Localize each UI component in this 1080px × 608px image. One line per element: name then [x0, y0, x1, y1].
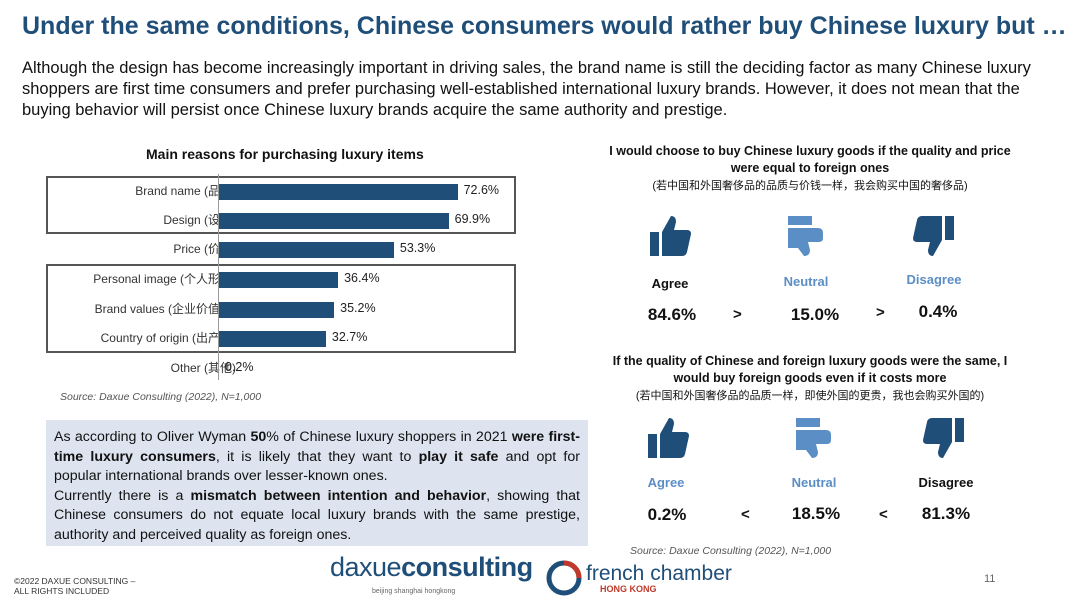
- note-text: , showing that Chinese consumers do not …: [54, 487, 580, 543]
- note-text: , it is likely that they want to: [215, 448, 419, 465]
- q2-disagree-label: Disagree: [918, 475, 974, 490]
- q1-disagree-label: Disagree: [906, 272, 962, 287]
- q1-subtitle: (若中国和外国奢侈品的品质与价钱一样，我会购买中国的奢侈品): [652, 180, 968, 192]
- q2-disagree-value: 81.3%: [921, 504, 971, 523]
- note-text: Currently there is a: [54, 487, 191, 504]
- intro-text: Although the design has become increasin…: [22, 59, 1031, 119]
- bar: [218, 331, 326, 347]
- chart-axis: [218, 174, 219, 380]
- q2-neutral-value: 18.5%: [791, 504, 841, 523]
- bar: [218, 213, 449, 229]
- q2-compare-1: <: [741, 506, 750, 523]
- bar-row: Other (其他) 0.2%: [30, 353, 550, 383]
- group-box-brand-design: [46, 176, 516, 234]
- thumbs-sideways-icon: [788, 216, 823, 256]
- q1-neutral-value: 15.0%: [790, 305, 840, 324]
- note-bold: play it safe: [418, 448, 499, 465]
- bar-label: Brand name (品牌): [135, 184, 236, 198]
- bar-value-label: 0.2%: [225, 360, 254, 374]
- page-number: 11: [984, 573, 996, 585]
- bar-value-label: 72.6%: [463, 183, 500, 197]
- thumbs-up-icon: [650, 216, 691, 256]
- chart-source: Source: Daxue Consulting (2022), N=1,000: [60, 391, 262, 403]
- bar-row: Brand values (企业价值观) 35.2%: [30, 294, 550, 324]
- q2-title: If the quality of Chinese and foreign lu…: [612, 354, 1008, 385]
- bar-value-label: 53.3%: [399, 241, 436, 255]
- q2-agree-value: 0.2%: [647, 505, 687, 524]
- bar-label: Personal image (个人形象): [93, 272, 236, 286]
- bar-row: Brand name (品牌) 72.6%: [30, 176, 550, 206]
- note-text: % of Chinese luxury shoppers in 2021: [266, 429, 512, 445]
- note-box: As according to Oliver Wyman 50% of Chin…: [46, 420, 588, 546]
- q-source: Source: Daxue Consulting (2022), N=1,000: [630, 545, 832, 557]
- q2-agree-label: Agree: [647, 475, 685, 490]
- french-chamber-logo: french chamber: [586, 562, 732, 585]
- bar-value-label: 69.9%: [454, 212, 491, 226]
- bar-label: Brand values (企业价值观): [94, 302, 236, 316]
- bar-label: Other (其他): [170, 361, 236, 375]
- bar-label: Country of origin (出产国): [100, 331, 236, 345]
- chart-title: Main reasons for purchasing luxury items: [146, 146, 424, 162]
- thumbs-sideways-icon: [796, 418, 831, 458]
- bar-value-label: 32.7%: [331, 330, 368, 344]
- q2-compare-2: <: [879, 506, 888, 523]
- q1-compare-2: >: [876, 304, 885, 321]
- note-bold: were first-time luxury consumers: [54, 429, 580, 465]
- copyright-line-1: ©2022 DAXUE CONSULTING –: [14, 576, 136, 586]
- thumbs-down-icon: [923, 418, 964, 458]
- q1-neutral-label: Neutral: [783, 274, 829, 289]
- bar-chart: Brand name (品牌) 72.6% Design (设计) 69.9% Pric…: [30, 170, 550, 390]
- bar-row: Personal image (个人形象) 36.4%: [30, 264, 550, 294]
- bar-row: Price (价钱) 53.3%: [30, 234, 550, 264]
- bar: [218, 242, 394, 258]
- daxue-logo-part1: daxue: [330, 552, 402, 582]
- thumbs-down-icon: [913, 216, 954, 256]
- q1-agree-label: Agree: [651, 276, 689, 291]
- daxue-logo-tagline: beijing shanghai hongkong: [372, 588, 456, 595]
- bar: [218, 184, 458, 200]
- slide-title: Under the same conditions, Chinese consu…: [22, 12, 1067, 40]
- copyright-line-2: ALL RIGHTS INCLUDED: [14, 586, 110, 596]
- note-bold: 50: [250, 429, 267, 445]
- bar-row: Country of origin (出产国) 32.7%: [30, 323, 550, 353]
- note-text: As according to Oliver Wyman: [54, 429, 251, 445]
- daxue-logo: daxueconsulting: [330, 552, 533, 583]
- q1-disagree-value: 0.4%: [918, 302, 958, 321]
- q1-compare-1: >: [733, 306, 742, 323]
- bar: [218, 302, 335, 318]
- french-chamber-logo-sub: HONG KONG: [600, 584, 657, 594]
- french-chamber-logo-icon: [546, 560, 582, 596]
- copyright: ©2022 DAXUE CONSULTING – ALL RIGHTS INCL…: [14, 576, 135, 596]
- daxue-logo-part2: consulting: [401, 552, 533, 582]
- q1-title: I would choose to buy Chinese luxury goo…: [609, 144, 1011, 175]
- bar: [218, 272, 339, 288]
- q1-agree-value: 84.6%: [647, 305, 697, 324]
- thumbs-up-icon: [648, 418, 689, 458]
- q2-neutral-label: Neutral: [791, 475, 837, 490]
- bar-value-label: 35.2%: [340, 301, 376, 315]
- bar-label: Design (设计): [163, 213, 236, 227]
- note-bold: mismatch between intention and behavior: [190, 487, 487, 504]
- bar-row: Design (设计) 69.9%: [30, 205, 550, 235]
- note-text: and opt for popular international brands…: [54, 448, 580, 485]
- group-box-image-values-origin: [46, 264, 516, 353]
- q2-subtitle: (若中国和外国奢侈品的品质一样，即使外国的更贵，我也会购买外国的): [635, 390, 985, 402]
- bar-value-label: 36.4%: [344, 271, 380, 285]
